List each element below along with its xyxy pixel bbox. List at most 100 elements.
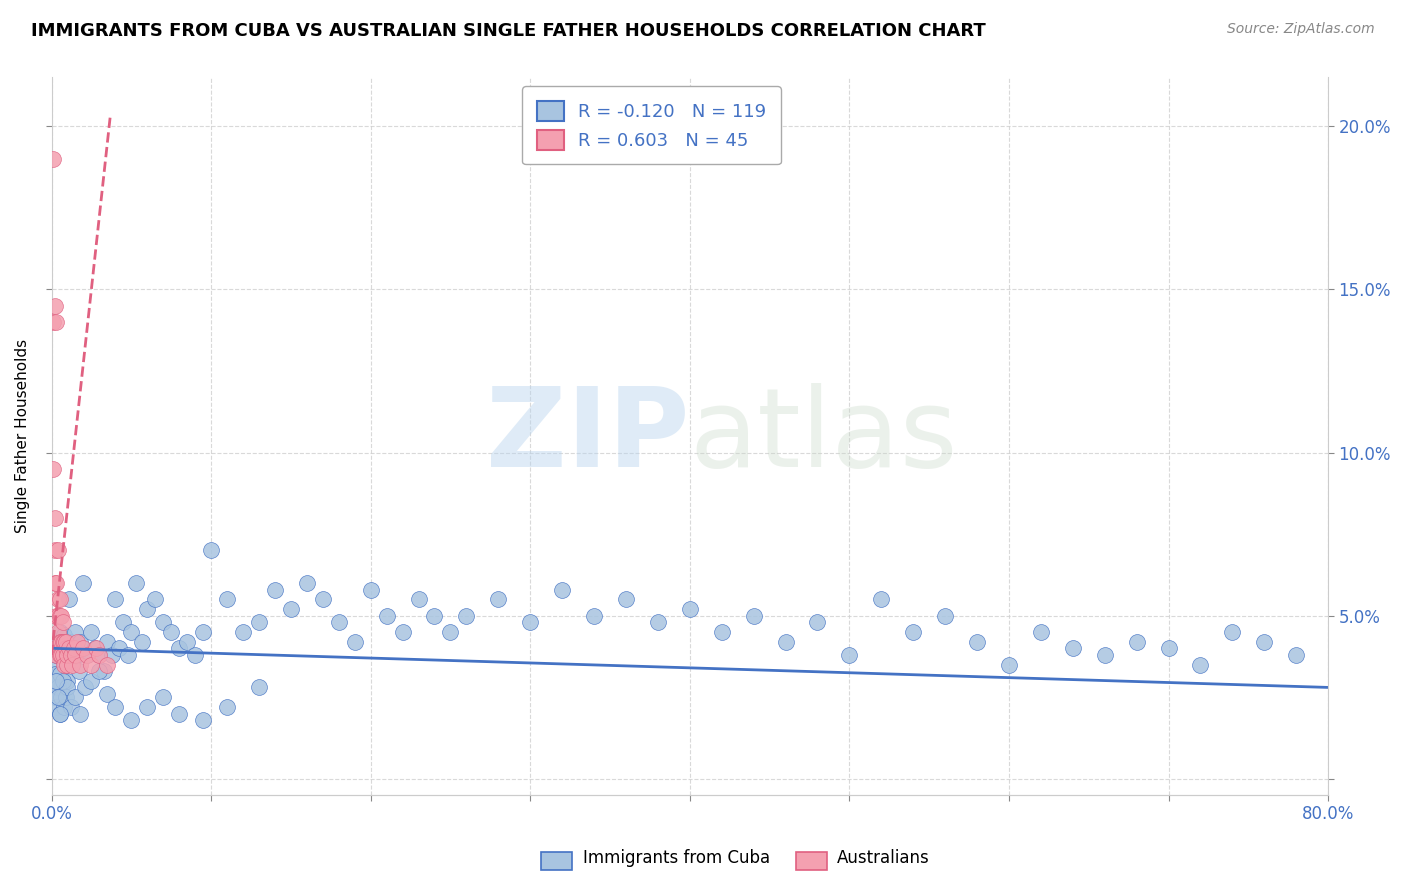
Point bbox=[1189, 657, 1212, 672]
Point bbox=[65, 624, 87, 639]
Point bbox=[55, 641, 77, 656]
Point bbox=[391, 624, 413, 639]
Point bbox=[215, 700, 238, 714]
Point bbox=[1157, 641, 1180, 656]
Point bbox=[44, 667, 66, 681]
Point bbox=[45, 576, 67, 591]
Point bbox=[104, 592, 127, 607]
Point bbox=[45, 673, 67, 688]
Point bbox=[55, 641, 77, 656]
Point bbox=[89, 648, 111, 662]
Point bbox=[45, 648, 67, 662]
Point bbox=[48, 608, 70, 623]
Point bbox=[48, 667, 70, 681]
Point bbox=[69, 657, 91, 672]
Point bbox=[45, 641, 67, 656]
Point bbox=[408, 592, 430, 607]
Point bbox=[232, 624, 254, 639]
Point bbox=[89, 648, 111, 662]
Point bbox=[742, 608, 765, 623]
Point bbox=[247, 681, 270, 695]
Point bbox=[1094, 648, 1116, 662]
Y-axis label: Single Father Households: Single Father Households bbox=[15, 339, 30, 533]
Point bbox=[49, 634, 72, 648]
Point bbox=[200, 543, 222, 558]
Point bbox=[49, 648, 72, 662]
Point bbox=[312, 592, 335, 607]
Point bbox=[44, 510, 66, 524]
Point bbox=[72, 576, 94, 591]
Point bbox=[360, 582, 382, 597]
Point bbox=[710, 624, 733, 639]
Point bbox=[65, 690, 87, 705]
Point bbox=[1029, 624, 1052, 639]
Point bbox=[125, 576, 148, 591]
Point bbox=[679, 602, 702, 616]
Text: atlas: atlas bbox=[690, 383, 959, 490]
Point bbox=[775, 634, 797, 648]
Point bbox=[56, 648, 79, 662]
Point bbox=[486, 592, 509, 607]
Point bbox=[191, 624, 214, 639]
Point bbox=[44, 641, 66, 656]
Point bbox=[112, 615, 135, 630]
Point bbox=[73, 681, 96, 695]
Point bbox=[614, 592, 637, 607]
Point bbox=[46, 543, 69, 558]
Legend: R = -0.120   N = 119, R = 0.603   N = 45: R = -0.120 N = 119, R = 0.603 N = 45 bbox=[522, 87, 780, 164]
Point bbox=[83, 641, 105, 656]
Point bbox=[136, 700, 159, 714]
Point bbox=[120, 713, 142, 727]
Point bbox=[48, 624, 70, 639]
Point bbox=[66, 634, 89, 648]
Point bbox=[96, 634, 118, 648]
Point bbox=[375, 608, 398, 623]
Point bbox=[42, 315, 65, 329]
Point bbox=[46, 690, 69, 705]
Point bbox=[42, 657, 65, 672]
Point bbox=[280, 602, 302, 616]
Point bbox=[870, 592, 893, 607]
Point bbox=[59, 648, 82, 662]
Point bbox=[107, 641, 129, 656]
Point bbox=[59, 634, 82, 648]
Point bbox=[76, 648, 98, 662]
Text: Source: ZipAtlas.com: Source: ZipAtlas.com bbox=[1227, 22, 1375, 37]
Point bbox=[46, 681, 69, 695]
Point bbox=[53, 634, 76, 648]
Point bbox=[76, 648, 98, 662]
Point bbox=[55, 690, 77, 705]
Point bbox=[44, 299, 66, 313]
Point bbox=[1062, 641, 1084, 656]
Point bbox=[72, 641, 94, 656]
Point bbox=[343, 634, 366, 648]
Point bbox=[45, 700, 67, 714]
Point bbox=[63, 641, 86, 656]
Point bbox=[56, 673, 79, 688]
Point bbox=[583, 608, 606, 623]
Point bbox=[44, 576, 66, 591]
Point bbox=[52, 615, 75, 630]
Point bbox=[58, 641, 80, 656]
Point bbox=[934, 608, 956, 623]
Point bbox=[48, 648, 70, 662]
Point bbox=[84, 641, 107, 656]
Point bbox=[56, 648, 79, 662]
Point bbox=[295, 576, 318, 591]
Point bbox=[66, 648, 89, 662]
Point bbox=[1125, 634, 1147, 648]
Point bbox=[551, 582, 574, 597]
Point bbox=[42, 152, 65, 166]
Point bbox=[60, 654, 83, 668]
Point bbox=[1220, 624, 1243, 639]
Point bbox=[120, 624, 142, 639]
Point bbox=[1285, 648, 1308, 662]
Point bbox=[328, 615, 350, 630]
Text: IMMIGRANTS FROM CUBA VS AUSTRALIAN SINGLE FATHER HOUSEHOLDS CORRELATION CHART: IMMIGRANTS FROM CUBA VS AUSTRALIAN SINGL… bbox=[31, 22, 986, 40]
Text: Immigrants from Cuba: Immigrants from Cuba bbox=[583, 849, 770, 867]
Point bbox=[806, 615, 828, 630]
Point bbox=[67, 664, 90, 678]
Point bbox=[52, 648, 75, 662]
Point bbox=[89, 664, 111, 678]
Point bbox=[46, 608, 69, 623]
